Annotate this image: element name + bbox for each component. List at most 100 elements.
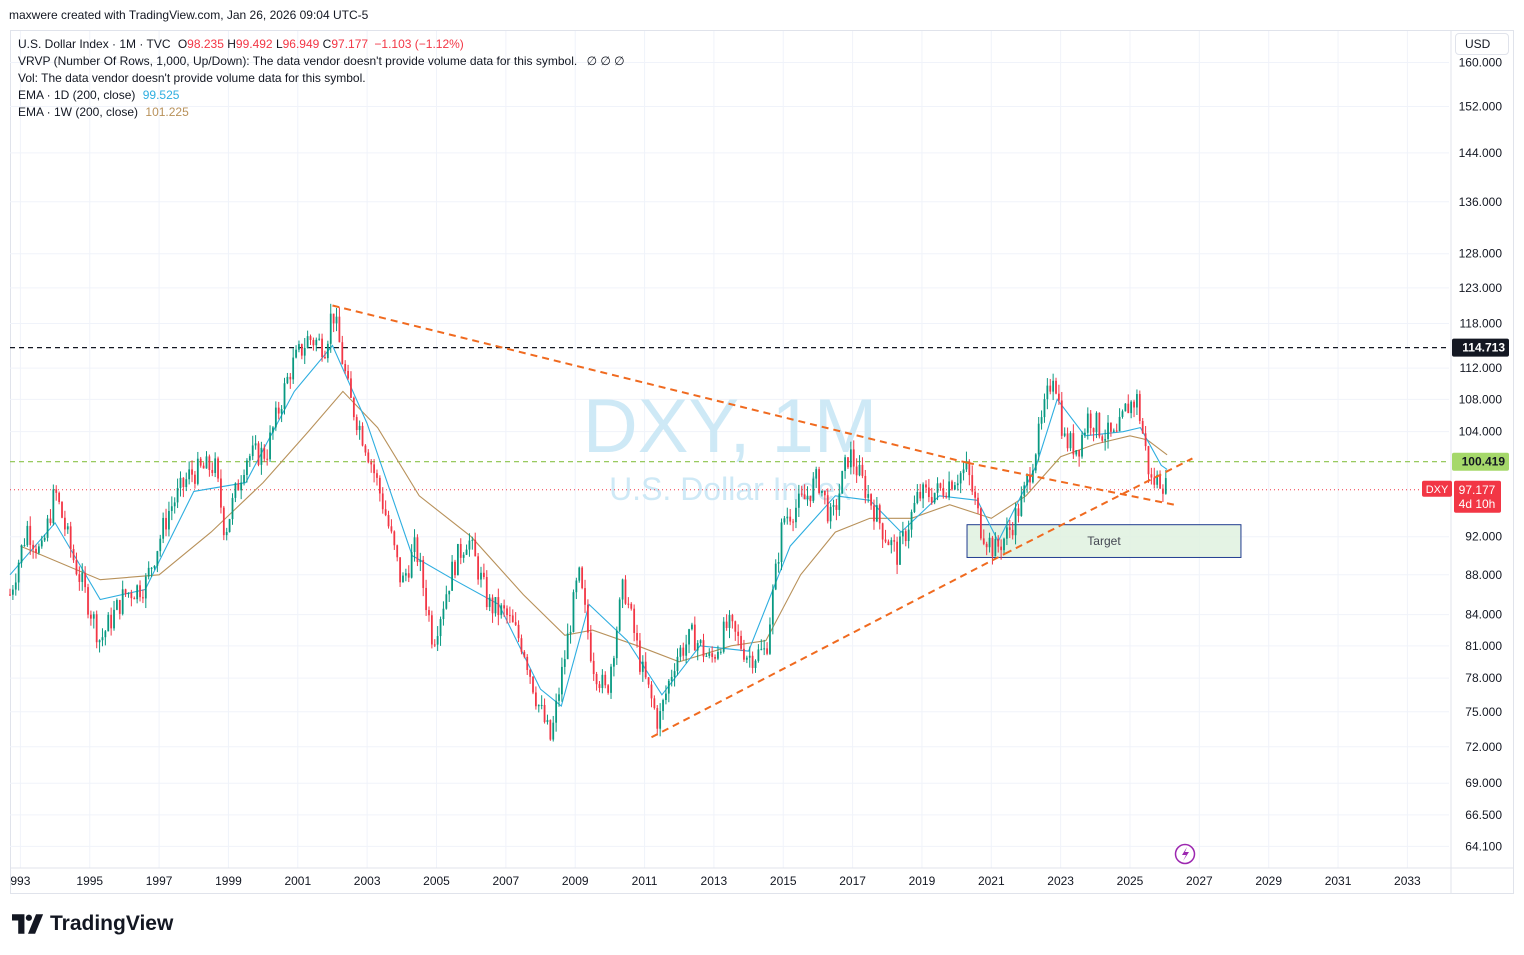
candle-body bbox=[951, 481, 953, 490]
candle-body bbox=[737, 631, 740, 636]
candle-body bbox=[98, 640, 101, 643]
candle-body bbox=[529, 669, 532, 677]
candle-body bbox=[667, 680, 670, 694]
candle-body bbox=[370, 462, 373, 465]
candle-body bbox=[78, 574, 81, 582]
legend-vol: Vol: The data vendor doesn't provide vol… bbox=[18, 71, 366, 85]
candle-body bbox=[64, 517, 66, 530]
candle-body bbox=[644, 661, 647, 678]
candle-body bbox=[234, 483, 237, 498]
candle-body bbox=[1101, 436, 1104, 441]
candle-body bbox=[165, 517, 167, 530]
candle-body bbox=[274, 407, 277, 428]
candle-body bbox=[1138, 394, 1141, 421]
candle-body bbox=[104, 631, 107, 638]
candle-body bbox=[1032, 470, 1034, 483]
candle-body bbox=[300, 344, 303, 356]
x-tick-label: 2017 bbox=[839, 874, 866, 888]
candle-body bbox=[1075, 450, 1078, 455]
candle-body bbox=[1008, 527, 1011, 530]
candle-body bbox=[329, 313, 332, 344]
level-tag-label: 114.713 bbox=[1462, 341, 1505, 355]
candle-body bbox=[46, 518, 49, 538]
candle-body bbox=[956, 483, 959, 486]
candle-body bbox=[815, 469, 818, 479]
candle-body bbox=[555, 700, 558, 723]
candle-body bbox=[1127, 403, 1130, 414]
currency-label: USD bbox=[1465, 37, 1491, 51]
horizontal-levels bbox=[10, 347, 1449, 491]
candle-body bbox=[572, 592, 575, 632]
candle-body bbox=[1023, 485, 1026, 496]
candle-body bbox=[561, 666, 563, 695]
x-tick-label: 2009 bbox=[562, 874, 589, 888]
legend-ohlc-row[interactable]: U.S. Dollar Index · 1M · TVC O98.235 H99… bbox=[18, 36, 625, 53]
flash-icon[interactable] bbox=[1174, 843, 1196, 865]
candle-body bbox=[1089, 413, 1092, 429]
candle-body bbox=[685, 644, 688, 656]
candle-body bbox=[633, 608, 636, 633]
candle-body bbox=[933, 492, 936, 503]
candle-body bbox=[621, 579, 624, 600]
x-tick-label: 1995 bbox=[76, 874, 103, 888]
candle-body bbox=[592, 660, 595, 675]
legend-ema1-row[interactable]: EMA · 1D (200, close) 99.525 bbox=[18, 87, 625, 104]
candle-body bbox=[136, 585, 139, 600]
candle-body bbox=[1029, 475, 1031, 483]
candle-body bbox=[535, 692, 537, 707]
candle-body bbox=[1003, 538, 1005, 551]
candle-body bbox=[1144, 433, 1147, 447]
candle-body bbox=[107, 614, 110, 632]
candle-body bbox=[673, 671, 676, 677]
candle-body bbox=[627, 603, 630, 605]
y-tick-label: 72.000 bbox=[1465, 740, 1502, 754]
candle-body bbox=[861, 464, 864, 476]
candle-body bbox=[1000, 546, 1003, 551]
candle-body bbox=[945, 495, 948, 498]
candle-body bbox=[497, 597, 500, 616]
candle-body bbox=[823, 490, 826, 496]
legend-vrvp-row[interactable]: VRVP (Number Of Rows, 1,000, Up/Down): T… bbox=[18, 53, 625, 70]
candle-body bbox=[615, 630, 618, 659]
candle-body bbox=[728, 615, 731, 628]
candle-body bbox=[849, 449, 852, 468]
legend-volume-row[interactable]: Vol: The data vendor doesn't provide vol… bbox=[18, 70, 625, 87]
candle-body bbox=[474, 539, 477, 557]
candle-body bbox=[682, 647, 685, 656]
candle-body bbox=[760, 648, 763, 650]
candle-body bbox=[494, 597, 497, 614]
countdown-label: 4d 10h bbox=[1459, 497, 1496, 511]
tradingview-logo[interactable]: TradingView bbox=[12, 912, 173, 936]
candle-body bbox=[139, 585, 141, 598]
candle-body bbox=[1150, 474, 1153, 478]
candle-body bbox=[693, 624, 696, 651]
candle-body bbox=[670, 676, 673, 681]
candle-body bbox=[283, 383, 286, 410]
candle-body bbox=[127, 592, 130, 595]
candle-body bbox=[147, 567, 150, 577]
candle-body bbox=[647, 677, 650, 685]
candles bbox=[9, 303, 1167, 742]
candle-body bbox=[988, 537, 991, 548]
currency-button[interactable]: USD bbox=[1455, 33, 1509, 55]
candle-body bbox=[393, 531, 396, 546]
candle-body bbox=[182, 477, 185, 488]
candle-body bbox=[263, 447, 266, 459]
candle-body bbox=[350, 378, 352, 398]
candle-body bbox=[1107, 422, 1109, 440]
candle-body bbox=[925, 484, 927, 488]
x-tick-label: 2025 bbox=[1117, 874, 1144, 888]
candle-body bbox=[870, 494, 872, 506]
legend-ema2-row[interactable]: EMA · 1W (200, close) 101.225 bbox=[18, 104, 625, 121]
candle-body bbox=[818, 469, 820, 493]
candle-body bbox=[9, 594, 11, 596]
candle-body bbox=[373, 464, 375, 474]
candle-body bbox=[613, 658, 615, 667]
candle-body bbox=[899, 536, 901, 565]
candle-body bbox=[893, 540, 896, 542]
x-tick-label: 2023 bbox=[1047, 874, 1074, 888]
candle-body bbox=[783, 518, 786, 523]
candle-body bbox=[1034, 454, 1037, 471]
candle-body bbox=[433, 644, 436, 646]
